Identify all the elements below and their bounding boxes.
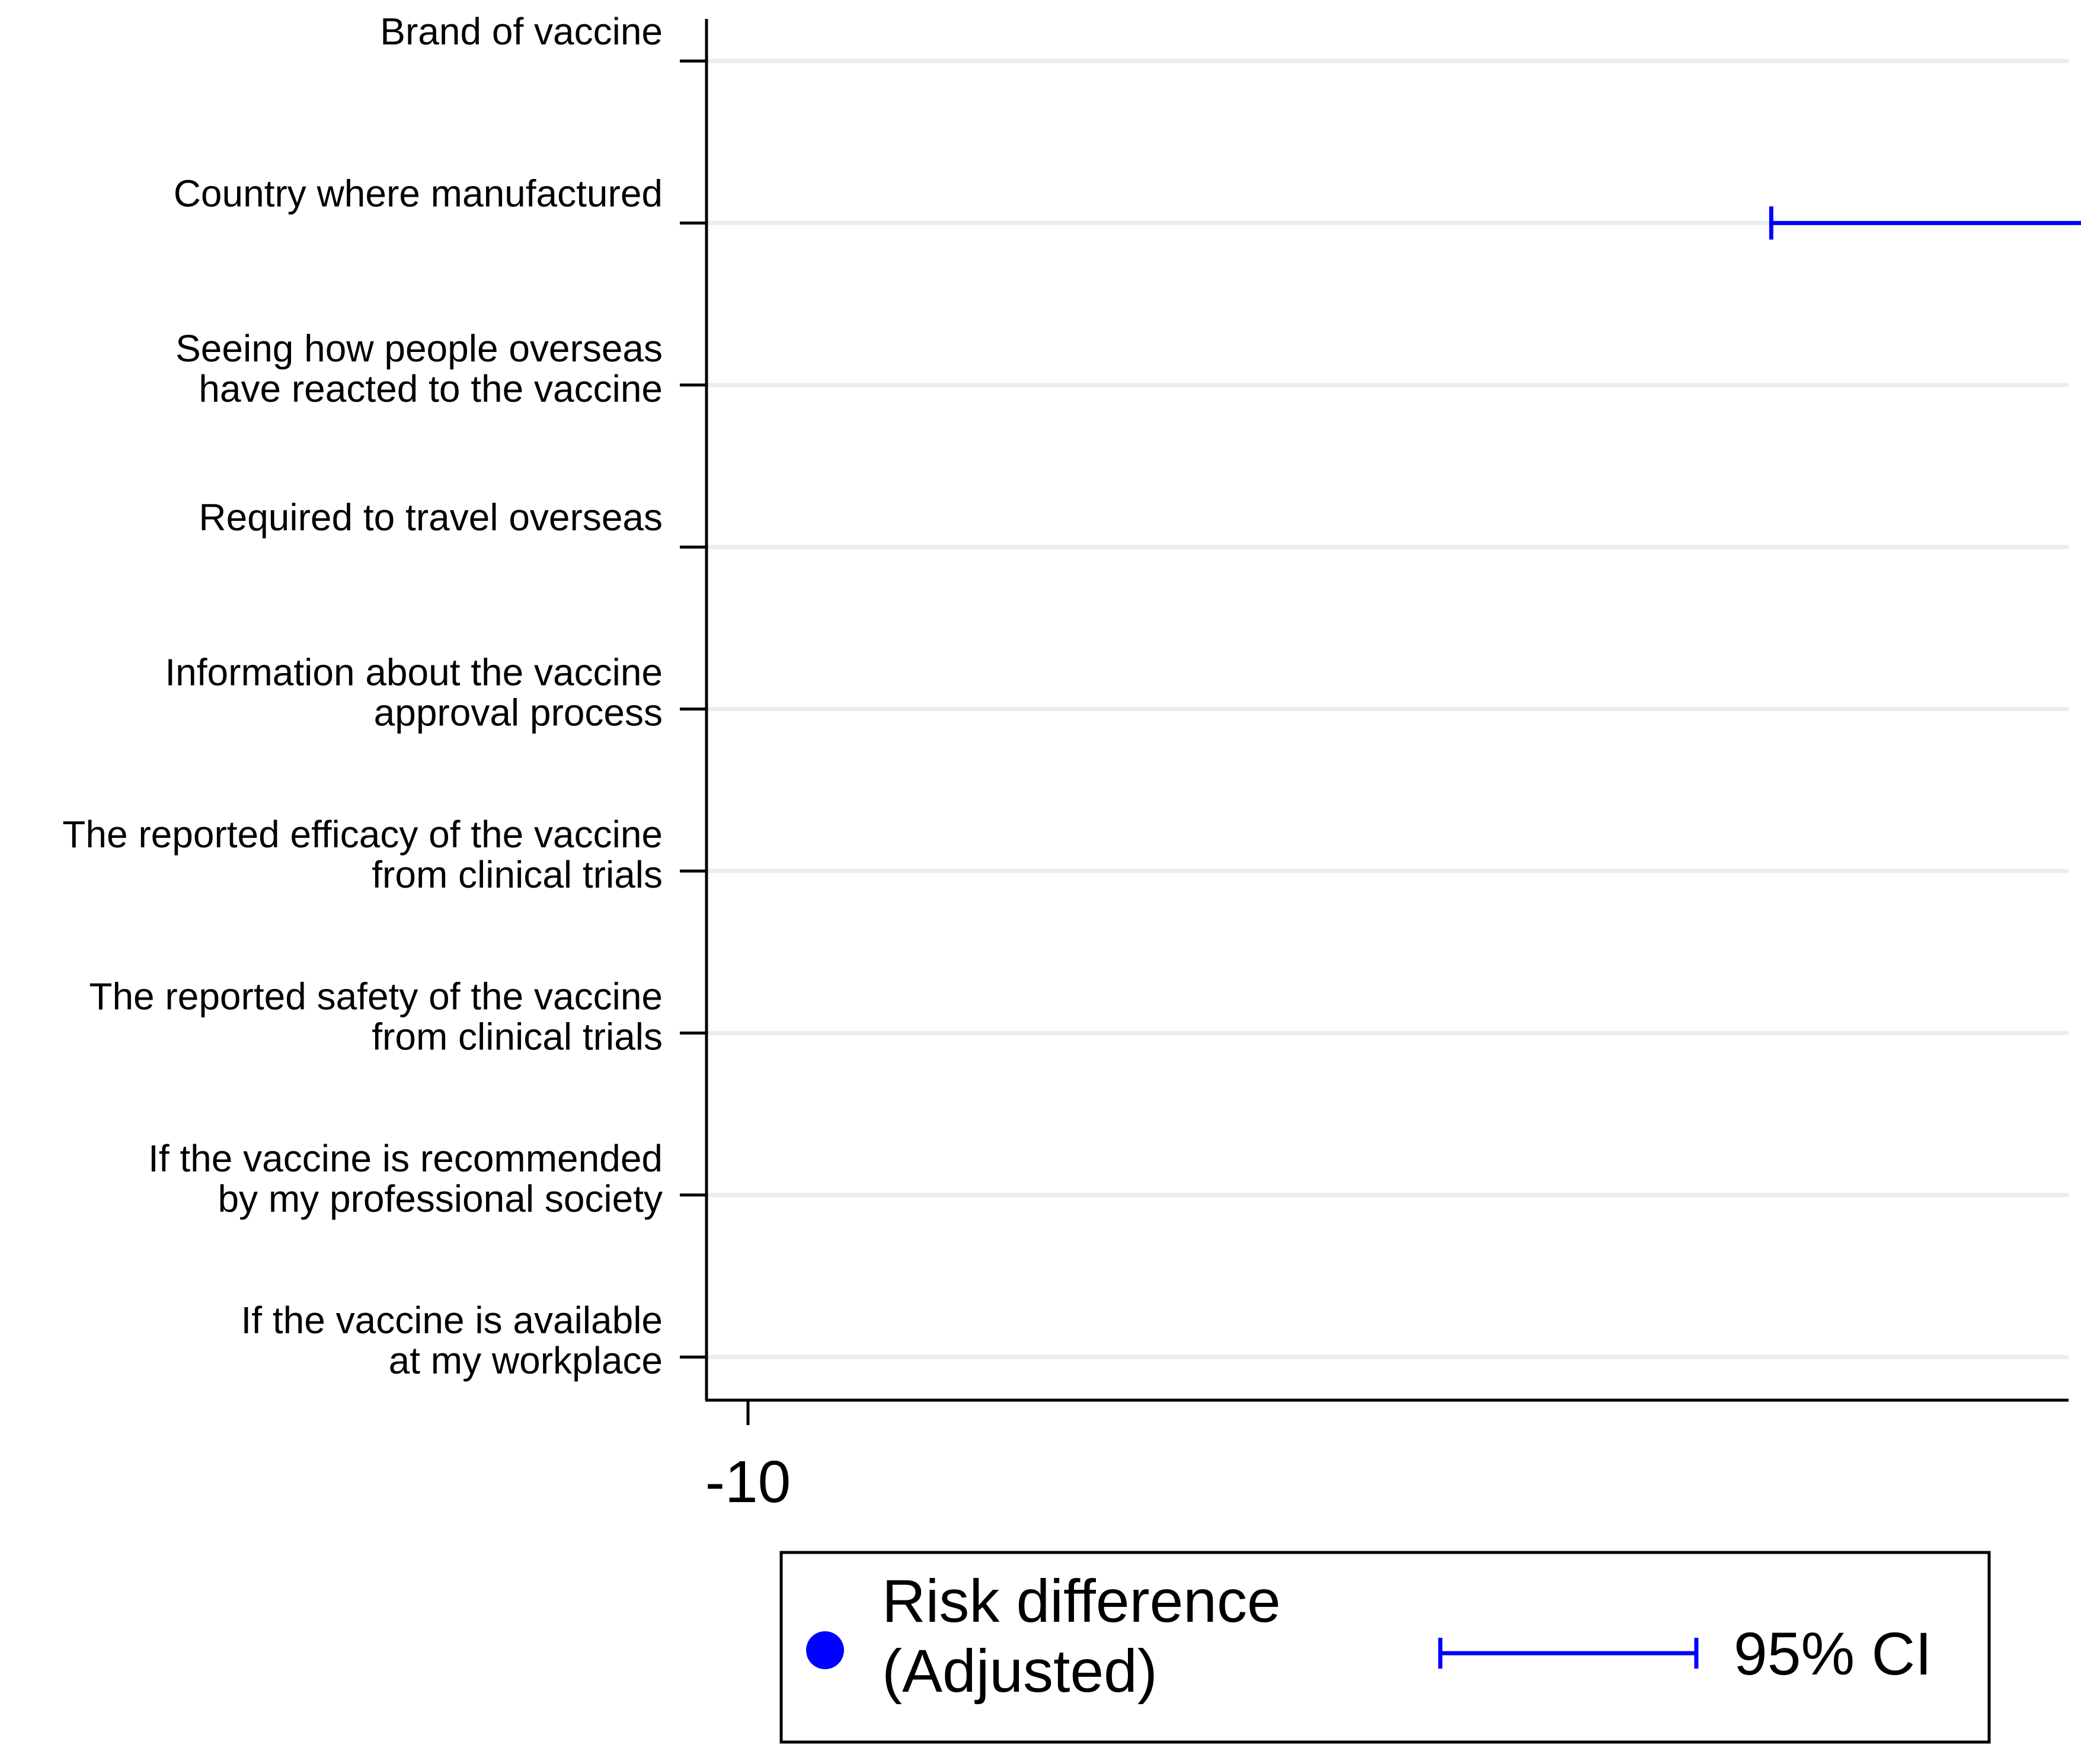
category-label: Required to travel overseas [199,496,663,539]
legend-point-label-line: (Adjusted) [882,1637,1158,1705]
legend-point-label: Risk difference (Adjusted) [882,1567,1281,1705]
category-label-line: The reported safety of the vaccine [89,975,663,1017]
category-label-line: Information about the vaccine [165,651,663,694]
category-label-line: The reported efficacy of the vaccine [62,813,663,856]
legend: Risk difference (Adjusted) 95% CI [779,1551,1991,1744]
category-label: Seeing how people overseas have reacted t… [175,327,663,410]
confidence-intervals [1769,206,2081,240]
category-label-line: from clinical trials [372,1015,663,1058]
category-label-line: If the vaccine is recommended [148,1137,663,1180]
category-label-line: If the vaccine is available [241,1299,663,1342]
category-label-line: Seeing how people overseas [175,327,663,370]
ci-bar [1769,206,2081,240]
category-label-line: approval process [374,691,663,734]
axes [680,19,2069,1402]
category-label-line: Required to travel overseas [199,496,663,539]
gridlines [707,59,2069,1359]
category-label-line: by my professional society [218,1177,663,1220]
category-label: If the vaccine is available at my workpla… [241,1299,663,1382]
x-axis-ticks: -100102030 [705,1400,791,1515]
category-label-line: at my workplace [389,1339,663,1382]
legend-ci-label: 95% CI [1734,1620,1932,1688]
category-label: The reported safety of the vaccine from c… [89,975,663,1058]
category-label-line: have reacted to the vaccine [199,367,663,410]
legend-ci-icon [1438,1638,1699,1669]
category-label: The reported efficacy of the vaccine from… [62,813,663,896]
category-label-line: from clinical trials [372,853,663,896]
category-label: Country where manufactured [174,172,663,215]
legend-point-icon [806,1631,844,1669]
category-label: Brand of vaccine [380,10,663,53]
category-labels: Brand of vaccine Country where manufactur… [62,10,663,1382]
x-tick-label: -10 [705,1449,791,1515]
category-label: Information about the vaccine approval pr… [165,651,663,734]
legend-point-label-line: Risk difference [882,1567,1281,1635]
category-label-line: Country where manufactured [174,172,663,215]
category-label-line: Brand of vaccine [380,10,663,53]
legend-box [779,1551,1991,1744]
category-label: If the vaccine is recommended by my profe… [148,1137,663,1220]
